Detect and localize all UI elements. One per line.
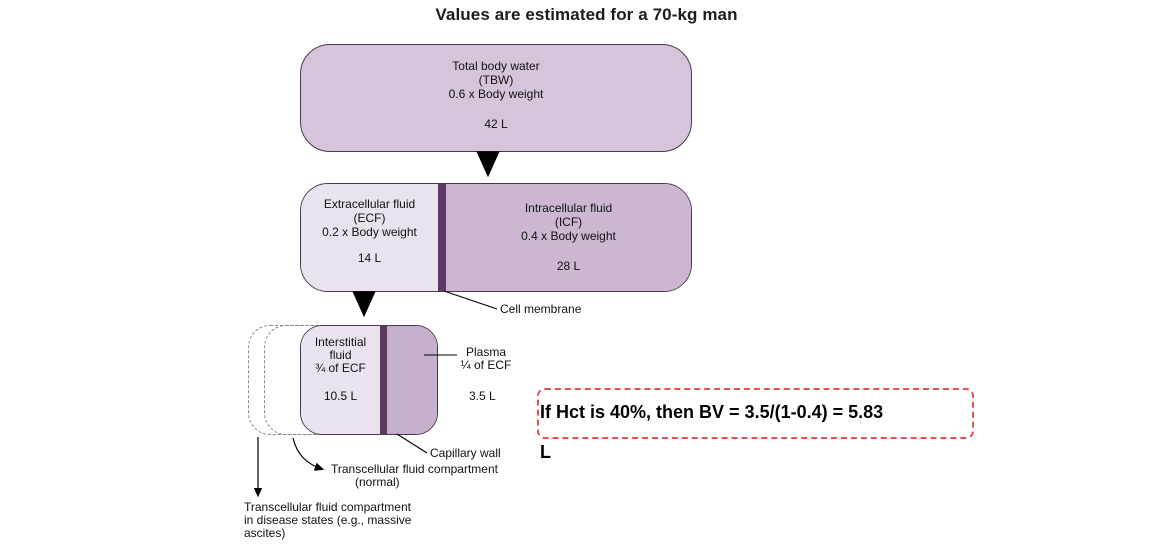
transcellular-normal-line2: (normal) (355, 475, 400, 489)
transcellular-normal-label: Transcellular fluid compartment (normal) (331, 463, 498, 489)
tbw-volume: 42 L (484, 117, 508, 131)
cell-membrane-line (443, 290, 498, 310)
transcellular-disease-line1: Transcellular fluid compartment (244, 500, 411, 514)
interstitial-name-line2: fluid (329, 348, 352, 362)
plasma-segment (387, 326, 437, 434)
interstitial-fraction: ¾ of ECF (315, 361, 366, 375)
capillary-wall-divider (380, 326, 387, 434)
transcellular-disease-line2: in disease states (e.g., massive (244, 513, 412, 527)
ecf-volume: 14 L (357, 251, 382, 265)
icf-formula: 0.4 x Body weight (521, 229, 616, 243)
tbw-name: Total body water (452, 59, 540, 73)
tbw-formula: 0.6 x Body weight (448, 87, 544, 101)
diagram-title: Values are estimated for a 70-kg man (435, 5, 738, 24)
interstitial-volume: 10.5 L (323, 389, 358, 403)
interstitial-plasma-box: Interstitial fluid ¾ of ECF 10.5 L (300, 325, 438, 435)
ecf-abbrev: (ECF) (353, 211, 386, 225)
icf-abbrev: (ICF) (554, 215, 583, 229)
ecf-segment: Extracellular fluid (ECF) 0.2 x Body wei… (301, 184, 438, 291)
transcellular-normal-arrow (292, 437, 325, 471)
cell-membrane-divider (438, 184, 446, 291)
icf-name: Intracellular fluid (524, 201, 613, 215)
interstitial-segment: Interstitial fluid ¾ of ECF 10.5 L (301, 326, 380, 434)
hct-annotation-text: If Hct is 40%, then BV = 3.5/(1-0.4) = 5… (540, 402, 884, 422)
plasma-fraction: ¼ of ECF (460, 358, 512, 372)
icf-segment: Intracellular fluid (ICF) 0.4 x Body wei… (446, 184, 691, 291)
transcellular-disease-line3: ascites) (244, 526, 286, 540)
transcellular-normal-line1: Transcellular fluid compartment (331, 462, 498, 476)
hct-annotation-box (537, 388, 974, 439)
icf-volume: 28 L (556, 259, 581, 273)
interstitial-name-line1: Interstitial (314, 335, 367, 349)
tbw-box: Total body water (TBW) 0.6 x Body weight… (300, 44, 692, 152)
plasma-name: Plasma (465, 345, 506, 359)
hct-annotation-overflow: L (540, 442, 551, 462)
ecf-icf-box: Extracellular fluid (ECF) 0.2 x Body wei… (300, 183, 692, 292)
plasma-label: Plasma ¼ of ECF (448, 346, 524, 372)
cell-membrane-label: Cell membrane (500, 302, 582, 316)
ecf-name: Extracellular fluid (323, 197, 416, 211)
transcellular-disease-label: Transcellular fluid compartment in disea… (244, 501, 411, 540)
ecf-formula: 0.2 x Body weight (322, 225, 417, 239)
tbw-abbrev: (TBW) (478, 73, 514, 87)
capillary-wall-line (396, 433, 428, 454)
capillary-wall-label: Capillary wall (430, 446, 501, 460)
plasma-volume: 3.5 L (469, 389, 496, 403)
